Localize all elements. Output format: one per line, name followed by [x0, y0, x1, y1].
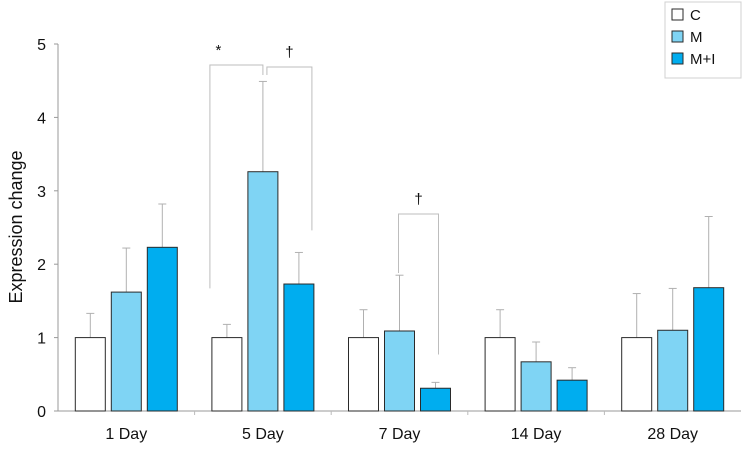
- legend-label: C: [690, 7, 701, 24]
- bar-mplusi-28-day: [693, 287, 725, 412]
- y-tick-label: 1: [37, 331, 46, 348]
- y-ticks: 0 1 2 3 4 5: [37, 37, 58, 421]
- legend-swatch-mplusi: [671, 52, 684, 65]
- significance-bracket: [266, 66, 313, 231]
- bar-mplusi-7-day: [420, 387, 451, 412]
- x-category-label: 28 Day: [647, 426, 698, 443]
- bar-m-14-day: [520, 361, 552, 412]
- legend: CM M+I: [664, 1, 742, 79]
- x-category-label: 1 Day: [105, 426, 147, 443]
- significance-label: †: [285, 44, 293, 61]
- legend-label: M+I: [690, 51, 715, 68]
- bar-mplusi-5-day: [283, 283, 315, 412]
- significance-bracket: [398, 213, 439, 355]
- bars: [74, 171, 725, 412]
- x-category-label: 5 Day: [242, 426, 284, 443]
- significance-label: *: [215, 42, 221, 59]
- category-labels: 1 Day 5 Day 7 Day 14 Day 28 Day: [105, 411, 698, 443]
- y-tick-label: 2: [37, 257, 46, 274]
- significance-brackets: * † †: [209, 42, 439, 355]
- y-tick-label: 0: [37, 404, 46, 421]
- bar-c-7-day: [348, 337, 379, 412]
- legend-swatch-m: [671, 30, 684, 43]
- x-category-label: 14 Day: [511, 426, 562, 443]
- legend-swatch-c: [671, 8, 684, 21]
- bar-c-14-day: [484, 337, 516, 412]
- bar-mplusi-1-day: [146, 246, 178, 412]
- significance-label: †: [414, 191, 422, 208]
- significance-bracket: [209, 64, 264, 289]
- y-tick-label: 3: [37, 184, 46, 201]
- x-category-label: 7 Day: [379, 426, 421, 443]
- bar-c-5-day: [211, 337, 243, 412]
- y-axis-title: Expression change: [6, 150, 26, 303]
- y-tick-label: 4: [37, 110, 46, 127]
- bar-mplusi-14-day: [556, 379, 588, 412]
- y-tick-label: 5: [37, 37, 46, 54]
- bar-c-28-day: [621, 337, 653, 412]
- bar-m-5-day: [247, 171, 279, 412]
- bar-m-28-day: [657, 329, 689, 412]
- bar-m-7-day: [384, 330, 415, 412]
- legend-label: M: [690, 29, 703, 46]
- bar-c-1-day: [74, 337, 106, 412]
- bar-m-1-day: [110, 291, 142, 412]
